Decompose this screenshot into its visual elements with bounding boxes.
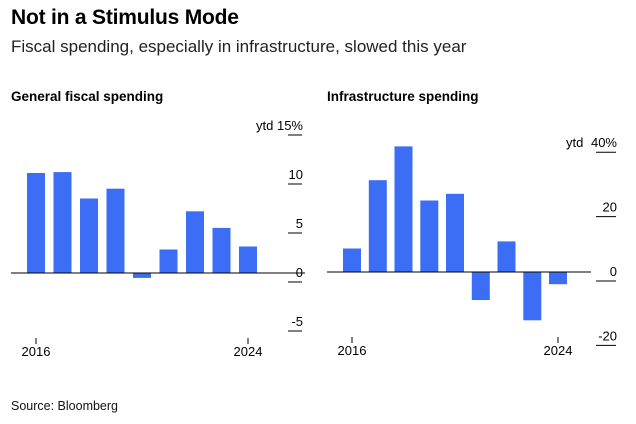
bar-1-2018: [394, 146, 413, 272]
panel-title-infrastructure: Infrastructure spending: [327, 89, 479, 104]
bar-1-2024: [549, 272, 567, 285]
x-tick-label-1-0: 2016: [338, 343, 367, 358]
y-tick-label-0-4: -5: [291, 314, 303, 329]
bar-1-2017: [368, 180, 387, 272]
bar-1-2021: [471, 272, 490, 300]
bar-1-2023: [523, 272, 542, 321]
chart-title: Not in a Stimulus Mode: [11, 6, 239, 29]
y-tick-label-0-2: 5: [296, 216, 303, 231]
bar-1-2020: [446, 193, 464, 272]
y-tick-label-0-1: 10: [289, 167, 303, 182]
x-tick-label-0-0: 2016: [22, 344, 51, 359]
panel-title-general: General fiscal spending: [11, 89, 164, 104]
bar-0-2017: [53, 172, 72, 273]
y-tick-label-1-1: 20: [603, 200, 617, 215]
source-note: Source: Bloomberg: [11, 399, 119, 413]
bar-0-2023: [212, 227, 231, 273]
x-tick-label-1-1: 2024: [544, 343, 573, 358]
bar-1-2019: [420, 200, 439, 272]
y-unit-label-0: ytd: [256, 118, 273, 133]
y-tick-label-1-0: 40%: [591, 135, 617, 150]
bar-0-2016: [27, 173, 45, 273]
bar-0-2021: [159, 249, 178, 273]
y-tick-label-0-0: 15%: [277, 118, 303, 133]
bar-0-2020: [133, 273, 151, 278]
bar-0-2019: [106, 188, 125, 273]
bar-1-2016: [343, 248, 361, 272]
x-tick-label-0-1: 2024: [234, 344, 263, 359]
y-tick-label-0-3: 0: [296, 265, 303, 280]
y-unit-label-1: ytd: [566, 135, 583, 150]
y-tick-label-1-3: -20: [598, 328, 617, 343]
y-tick-label-1-2: 0: [610, 264, 617, 279]
bar-0-2024: [239, 246, 257, 273]
bar-1-2022: [497, 241, 516, 272]
bar-0-2022: [186, 211, 204, 273]
bar-0-2018: [80, 198, 98, 273]
chart-subtitle: Fiscal spending, especially in infrastru…: [11, 37, 467, 56]
